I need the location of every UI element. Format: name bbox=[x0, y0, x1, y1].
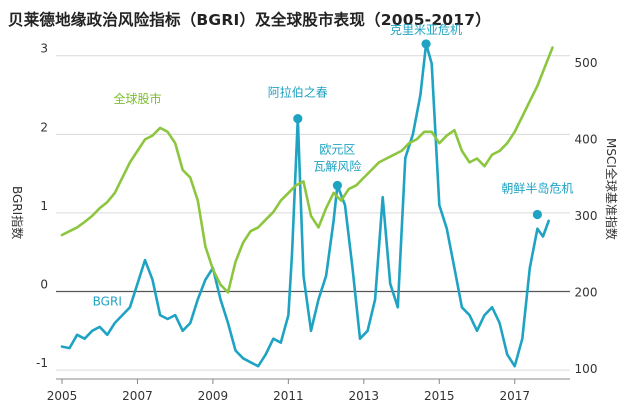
x-tick-label: 2007 bbox=[122, 389, 153, 403]
annotation-label: 朝鲜半岛危机 bbox=[501, 181, 573, 196]
bgri-series-line bbox=[60, 42, 551, 368]
y-tick-label: 0 bbox=[40, 278, 48, 292]
annotation-label: 阿拉伯之春 bbox=[268, 85, 328, 100]
event-marker bbox=[421, 39, 431, 49]
annotation-label: 克里米亚危机 bbox=[390, 23, 462, 37]
y2-axis-title: MSCI全球基准指数 bbox=[604, 138, 619, 240]
y-tick-label: 2 bbox=[40, 120, 48, 134]
x-tick-label: 2013 bbox=[349, 389, 380, 403]
y-tick-label: 1 bbox=[40, 199, 48, 213]
y2-tick-label: 100 bbox=[575, 362, 598, 376]
series-lines bbox=[60, 42, 554, 368]
y-axis-title: BGRI指数 bbox=[10, 186, 25, 239]
axes: -1 0 1 2 3 100 200 300 400 500 2005 2007 2009 2011 201… bbox=[10, 42, 619, 403]
event-marker bbox=[532, 209, 542, 220]
annotation-label: BGRI bbox=[93, 295, 122, 309]
event-marker bbox=[293, 114, 303, 124]
x-tick-label: 2017 bbox=[499, 389, 530, 403]
y-tick-label: -1 bbox=[36, 356, 48, 370]
x-tick-label: 2005 bbox=[47, 389, 78, 403]
y2-tick-label: 300 bbox=[575, 209, 598, 223]
x-tick-label: 2015 bbox=[424, 389, 455, 403]
annotation-label: 欧元区 bbox=[319, 142, 355, 156]
chart-title: 贝莱德地缘政治风险指标（BGRI）及全球股市表现（2005-2017） bbox=[8, 11, 491, 29]
y2-tick-label: 200 bbox=[575, 285, 598, 299]
event-marker bbox=[332, 180, 343, 191]
annotation-label: 全球股市 bbox=[113, 91, 161, 106]
gridlines bbox=[56, 55, 570, 371]
y-tick-label: 3 bbox=[40, 42, 48, 56]
y2-tick-label: 500 bbox=[575, 56, 598, 70]
x-tick-label: 2011 bbox=[273, 389, 304, 403]
msci-series-line bbox=[60, 46, 554, 294]
annotation-label: 瓦解风险 bbox=[313, 158, 361, 173]
x-tick-label: 2009 bbox=[198, 389, 229, 403]
y2-tick-label: 400 bbox=[575, 132, 598, 146]
